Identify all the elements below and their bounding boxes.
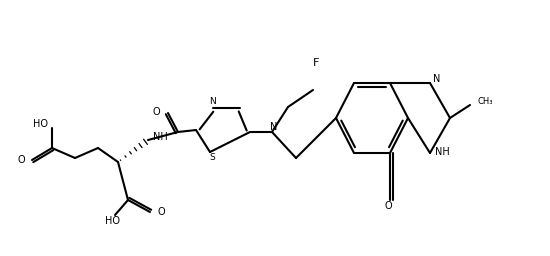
Text: NH: NH bbox=[153, 132, 168, 142]
Text: O: O bbox=[157, 207, 164, 217]
Text: O: O bbox=[384, 201, 392, 211]
Text: HO: HO bbox=[33, 119, 48, 129]
Text: N: N bbox=[433, 74, 441, 84]
Text: O: O bbox=[18, 155, 25, 165]
Text: O: O bbox=[152, 107, 160, 117]
Text: N: N bbox=[270, 122, 278, 132]
Text: F: F bbox=[313, 58, 319, 68]
Text: HO: HO bbox=[106, 216, 120, 226]
Text: N: N bbox=[210, 98, 216, 106]
Text: S: S bbox=[209, 154, 215, 163]
Text: CH₃: CH₃ bbox=[478, 98, 493, 106]
Text: NH: NH bbox=[435, 147, 450, 157]
